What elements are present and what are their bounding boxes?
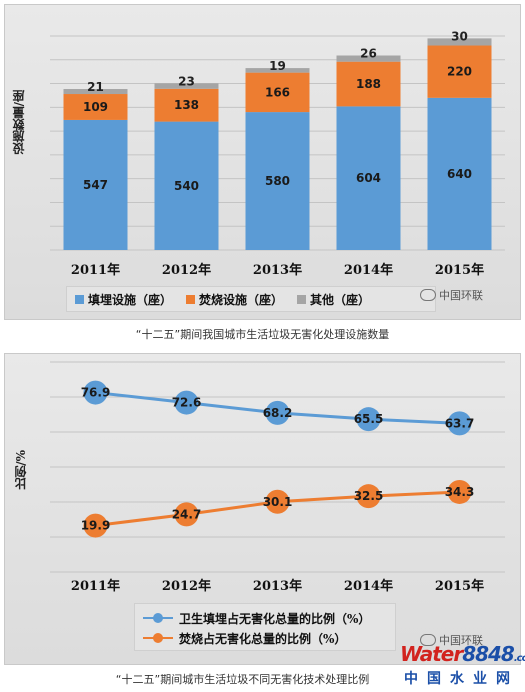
bar-segment	[336, 61, 401, 107]
legend-item-incineration-ratio: 焚烧占无害化总量的比例（%）	[143, 628, 387, 648]
x-tick-label: 2013年	[253, 578, 302, 594]
data-point	[447, 411, 472, 436]
x-tick-label: 2014年	[344, 578, 393, 594]
bar-segment	[427, 38, 492, 46]
data-label: 21	[87, 80, 104, 94]
data-label: 547	[83, 178, 108, 192]
line-chart-legend: 卫生填埋占无害化总量的比例（%） 焚烧占无害化总量的比例（%）	[134, 603, 396, 651]
bar-segment	[154, 121, 219, 250]
watermark-top: 中国环联	[420, 287, 483, 303]
data-point	[83, 513, 108, 538]
wechat-icon	[420, 634, 436, 646]
legend-line-landfill	[143, 613, 173, 623]
data-label: 188	[356, 77, 381, 91]
data-label: 580	[265, 174, 290, 188]
wechat-icon	[420, 289, 436, 301]
data-label: 68.2	[263, 406, 293, 420]
data-label: 540	[174, 179, 199, 193]
data-label: 138	[174, 98, 199, 112]
legend-line-incineration	[143, 633, 173, 643]
x-tick-label: 2012年	[162, 578, 211, 594]
data-label: 65.5	[354, 412, 384, 426]
data-point	[265, 400, 290, 425]
bar-segment	[427, 97, 492, 250]
data-label: 220	[447, 65, 472, 79]
data-label: 30	[451, 29, 468, 43]
data-label: 23	[178, 74, 195, 88]
data-label: 166	[265, 85, 290, 99]
data-label: 24.7	[172, 507, 202, 521]
x-tick-label: 2015年	[435, 578, 484, 594]
x-tick-label: 2011年	[71, 578, 120, 594]
water8848-logo: Water8848.com 中国水业网	[400, 642, 525, 690]
legend-label-landfill: 填埋设施（座）	[88, 292, 173, 307]
legend-swatch-other	[297, 294, 307, 304]
data-label: 30.1	[263, 495, 293, 509]
bar-segment	[154, 88, 219, 122]
bar-segment	[63, 119, 128, 251]
data-label: 604	[356, 171, 381, 185]
logo-subtitle: 中国水业网	[404, 671, 519, 687]
legend-item-incineration: 焚烧设施（座）	[186, 291, 283, 308]
data-point	[447, 479, 472, 504]
x-tick-label: 2013年	[253, 262, 302, 278]
bar-segment	[336, 55, 401, 62]
bar-segment	[63, 89, 128, 95]
legend-item-landfill-ratio: 卫生填埋占无害化总量的比例（%）	[143, 608, 387, 628]
data-point	[83, 380, 108, 405]
x-tick-label: 2011年	[71, 262, 120, 278]
bar-segment	[245, 112, 310, 250]
logo-brand: Water8848.com	[400, 642, 525, 666]
data-point	[174, 502, 199, 527]
line-chart-y-axis-label: 比例/%	[14, 450, 28, 490]
legend-label-other: 其他（座）	[310, 292, 371, 307]
data-label: 26	[360, 46, 377, 60]
legend-swatch-landfill	[75, 294, 84, 304]
bar-segment	[63, 94, 128, 120]
legend-item-landfill: 填埋设施（座）	[75, 291, 172, 308]
legend-swatch-incineration	[186, 294, 196, 304]
data-label: 34.3	[445, 485, 475, 499]
bar-chart-y-axis-label: 设施数量/座	[12, 90, 26, 155]
bar-segment	[336, 106, 401, 250]
data-label: 19.9	[81, 519, 111, 533]
bar-segment	[427, 45, 492, 98]
data-point	[265, 489, 290, 514]
watermark-bottom: 中国环联	[420, 632, 483, 648]
data-label: 63.7	[445, 416, 475, 430]
legend-label-incineration-ratio: 焚烧占无害化总量的比例（%）	[179, 631, 347, 646]
data-label: 72.6	[172, 396, 202, 410]
data-label: 76.9	[81, 386, 111, 400]
stacked-bar-chart: 547 109 21 2011年 540 138 23 2012年 580 166 19 2013年 6…	[50, 29, 505, 278]
watermark-text-top: 中国环联	[439, 289, 483, 302]
legend-item-other: 其他（座）	[297, 291, 370, 308]
data-label: 109	[83, 100, 108, 114]
legend-label-incineration: 焚烧设施（座）	[199, 292, 284, 307]
bar-chart-legend: 填埋设施（座） 焚烧设施（座） 其他（座）	[66, 286, 436, 312]
x-tick-label: 2014年	[344, 262, 393, 278]
bar-segment	[245, 72, 310, 113]
data-label: 640	[447, 167, 472, 181]
data-point	[356, 484, 381, 509]
data-point	[356, 407, 381, 432]
caption-bar-chart: “十二五”期间我国城市生活垃圾无害化处理设施数量	[135, 328, 390, 341]
x-tick-label: 2012年	[162, 262, 211, 278]
caption-line-chart: “十二五”期间城市生活垃圾不同无害化技术处理比例	[115, 673, 370, 686]
x-tick-label: 2015年	[435, 262, 484, 278]
data-point	[174, 390, 199, 415]
watermark-text-bottom: 中国环联	[439, 634, 483, 647]
bar-segment	[154, 83, 219, 89]
legend-label-landfill-ratio: 卫生填埋占无害化总量的比例（%）	[179, 611, 371, 626]
bar-segment	[245, 68, 310, 73]
data-label: 32.5	[354, 489, 384, 503]
data-label: 19	[269, 59, 286, 73]
